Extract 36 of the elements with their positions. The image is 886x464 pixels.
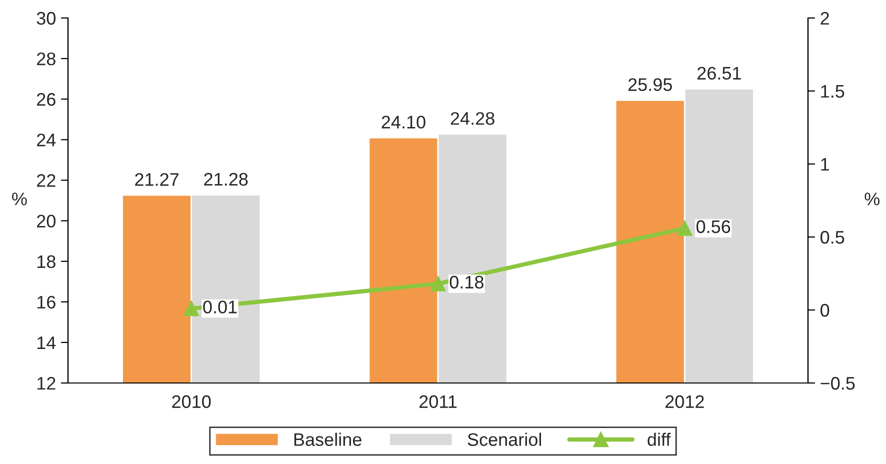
y-tick-label: 16 — [37, 296, 56, 309]
y2-tick-label: −0.5 — [820, 376, 855, 390]
legend-label: Baseline — [294, 432, 362, 446]
data-label: 26.51 — [698, 66, 741, 80]
y-axis-title: % — [12, 192, 27, 206]
point — [184, 300, 199, 316]
x-tick-label: 2012 — [665, 395, 704, 408]
point — [430, 276, 446, 292]
y2-axis-title: % — [864, 192, 880, 206]
data-label: 21.28 — [204, 172, 248, 186]
data-label: 21.27 — [135, 173, 178, 186]
y-tick-label: 18 — [37, 255, 56, 268]
data-label: 0.01 — [203, 300, 237, 314]
x-tick-label: 2011 — [419, 395, 457, 408]
y2-tick-label: 1.5 — [821, 85, 844, 98]
y-tick-label: 12 — [37, 376, 56, 390]
y2-tick-label: 2 — [820, 12, 829, 25]
y-tick-label: 28 — [37, 52, 56, 66]
y-tick-label: 20 — [37, 214, 56, 228]
point — [677, 220, 692, 236]
data-label: 25.95 — [628, 78, 672, 91]
y2-tick-label: 0 — [820, 304, 830, 317]
data-label: 24.10 — [382, 116, 426, 129]
legend-label: Scenariol — [468, 432, 541, 446]
x-tick-label: 2010 — [172, 395, 211, 408]
y2-tick-label: 1 — [821, 158, 829, 171]
y-tick-label: 30 — [36, 12, 56, 25]
data-label: 24.28 — [450, 112, 494, 125]
data-label: 0.56 — [696, 220, 730, 234]
y-tick-label: 22 — [37, 174, 56, 187]
legend-label: diff — [648, 432, 671, 446]
y2-tick-label: 0.5 — [820, 230, 844, 244]
y-tick-label: 26 — [37, 93, 56, 106]
y-tick-label: 14 — [37, 336, 56, 349]
y-tick-label: 24 — [37, 134, 56, 146]
data-label: 0.18 — [450, 276, 484, 289]
